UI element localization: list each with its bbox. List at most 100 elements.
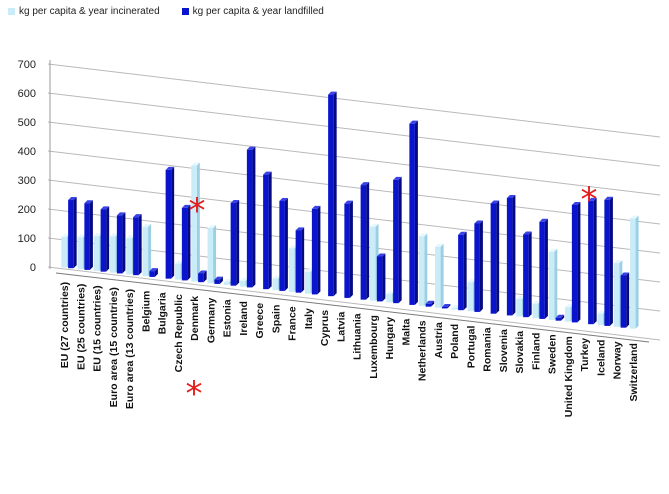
bar-incinerated <box>435 246 441 308</box>
bar-incinerated <box>142 226 149 277</box>
bar-landfilled-top <box>425 300 435 304</box>
bar-landfilled-side <box>122 212 126 274</box>
gridline <box>47 208 661 283</box>
bar-landfilled-side <box>593 197 597 325</box>
bar-landfilled-side <box>414 120 418 305</box>
bar-landfilled-top <box>133 214 142 218</box>
bar-incinerated-top <box>61 233 70 237</box>
bar-landfilled-top <box>588 197 597 201</box>
bar-incinerated-top <box>175 260 184 264</box>
legend-swatch-landfilled <box>181 8 189 15</box>
bar-landfilled-side <box>626 272 630 328</box>
bar-incinerated-top <box>77 234 87 238</box>
gridline <box>47 266 661 341</box>
bar-incinerated <box>191 165 197 282</box>
bar-incinerated-side <box>440 243 444 308</box>
x-tick-label: Poland <box>449 324 461 359</box>
x-tick-label: Ireland <box>238 301 250 335</box>
bar-incinerated-top <box>613 260 623 264</box>
bar-landfilled-top <box>604 196 613 200</box>
bar-incinerated-top <box>370 223 379 227</box>
bar-landfilled-side <box>219 276 223 284</box>
bar-landfilled-side <box>512 194 516 316</box>
bar-landfilled-side <box>203 270 207 283</box>
x-tick-label: Iceland <box>595 340 607 376</box>
bar-landfilled-side <box>431 300 435 307</box>
bar-landfilled-side <box>236 200 240 286</box>
bar-landfilled <box>425 303 432 307</box>
bar-landfilled <box>279 201 285 291</box>
bar-incinerated <box>532 303 539 319</box>
bar-incinerated <box>386 293 392 303</box>
bar-landfilled-side <box>447 303 451 309</box>
x-tick-label: Portugal <box>465 326 477 369</box>
x-tick-label: Belgium <box>140 291 152 332</box>
bar-landfilled <box>214 279 220 284</box>
y-tick-label: 300 <box>18 175 36 187</box>
bar-landfilled-side <box>463 231 467 311</box>
x-tick-label: EU (15 countries) <box>92 285 104 371</box>
bar-landfilled <box>230 203 237 286</box>
bar-landfilled-top <box>68 197 77 201</box>
bar-incinerated-top <box>418 233 428 237</box>
bar-landfilled-top <box>328 91 337 95</box>
x-tick-label: Turkey <box>579 338 591 372</box>
legend-item-incinerated: kg per capita & year incinerated <box>8 6 160 17</box>
bar-incinerated <box>61 236 67 268</box>
y-tick-label: 400 <box>18 146 36 158</box>
bar-incinerated <box>207 228 214 284</box>
bar-landfilled <box>295 230 302 293</box>
bar-landfilled <box>571 204 578 323</box>
bar-landfilled-side <box>138 214 142 276</box>
bar-incinerated <box>565 307 571 322</box>
bar-landfilled-side <box>317 205 321 295</box>
x-tick-label: EU (27 countries) <box>59 282 71 368</box>
x-tick-label: Greece <box>254 303 266 339</box>
x-tick-label: Switzerland <box>628 343 640 401</box>
bar-landfilled-side <box>187 204 191 281</box>
bar-landfilled-side <box>528 231 532 318</box>
bar-landfilled-top <box>181 204 191 208</box>
gridline <box>47 63 661 138</box>
bar-landfilled <box>604 199 610 326</box>
legend-swatch-incinerated <box>8 8 15 15</box>
bar-landfilled-top <box>474 220 483 224</box>
bar-incinerated-top <box>110 233 119 237</box>
bar-incinerated-top <box>288 245 298 249</box>
bar-landfilled <box>490 203 497 314</box>
legend-label-landfilled: kg per capita & year landfilled <box>192 6 324 17</box>
bar-incinerated-side <box>554 248 558 320</box>
bar-landfilled-side <box>171 166 175 279</box>
y-tick-label: 0 <box>30 262 36 274</box>
bar-landfilled <box>588 200 594 325</box>
bar-landfilled <box>116 215 123 274</box>
bar-incinerated <box>110 236 116 273</box>
x-tick-label: Estonia <box>222 299 234 337</box>
bar-landfilled-top <box>311 205 321 209</box>
bar-landfilled-top <box>441 303 451 307</box>
x-tick-label: Romania <box>482 327 494 372</box>
x-tick-label: Austria <box>433 322 445 358</box>
bar-incinerated-side <box>196 162 200 282</box>
gridline <box>47 150 661 225</box>
x-tick-label: EU (25 countries) <box>75 284 87 370</box>
bar-incinerated <box>548 251 555 320</box>
bar-landfilled-side <box>268 171 272 290</box>
x-tick-label: Norway <box>612 341 624 379</box>
bar-landfilled-side <box>609 196 613 326</box>
bar-landfilled-top <box>458 231 467 235</box>
bar-landfilled-top <box>539 218 548 222</box>
bar-landfilled-top <box>409 120 418 124</box>
bar-incinerated <box>305 271 311 294</box>
bar-incinerated <box>77 237 84 270</box>
bar-landfilled-side <box>479 220 483 312</box>
x-tick-label: Sweden <box>547 334 559 374</box>
bar-landfilled-top <box>393 176 402 180</box>
bar-landfilled-top <box>376 253 386 257</box>
x-tick-label: Malta <box>400 318 412 345</box>
bar-landfilled-top <box>360 182 370 186</box>
bar-incinerated-top <box>142 223 152 227</box>
x-tick-label: Luxembourg <box>368 315 380 379</box>
bar-incinerated <box>467 282 474 312</box>
